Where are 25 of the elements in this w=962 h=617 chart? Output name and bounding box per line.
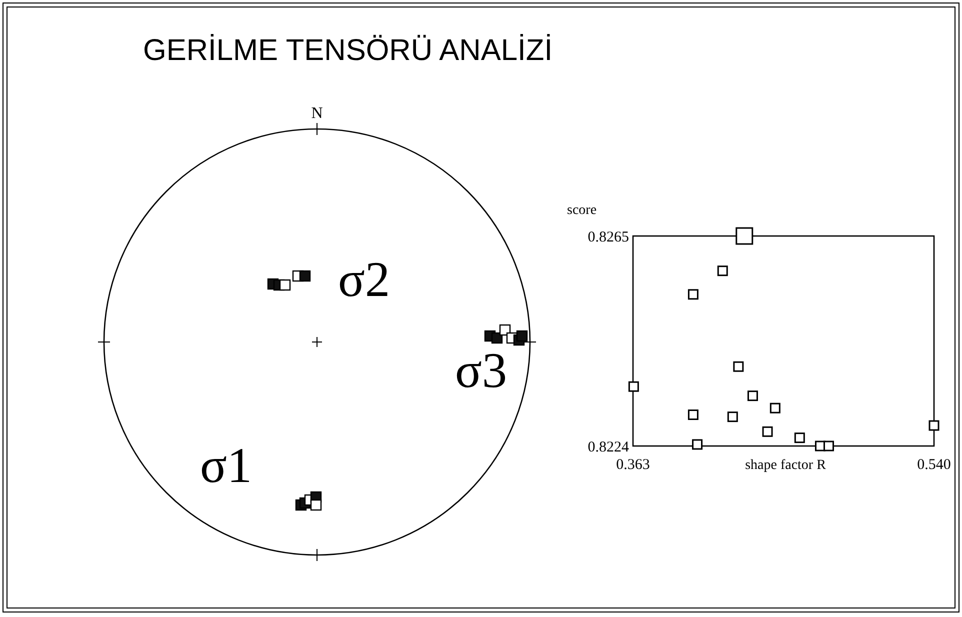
point bbox=[727, 412, 738, 422]
x-tick-label: 0.363 bbox=[616, 457, 650, 473]
point bbox=[928, 420, 940, 431]
point bbox=[747, 390, 758, 402]
x-axis-title: shape factor R bbox=[745, 458, 827, 473]
point bbox=[733, 361, 744, 372]
text: σ3 bbox=[455, 342, 507, 398]
x-tick-label: 0.540 bbox=[917, 457, 951, 473]
text: σ2 bbox=[338, 251, 390, 307]
text: GERİLME TENSÖRÜ ANALİZİ bbox=[143, 33, 553, 67]
y-axis-title: score bbox=[567, 203, 597, 218]
text: σ1 bbox=[200, 437, 252, 493]
y-tick-label: 0.8224 bbox=[588, 439, 630, 456]
y-tick-label: 0.8265 bbox=[588, 229, 629, 246]
point bbox=[717, 266, 728, 276]
text: N bbox=[311, 105, 324, 122]
point bbox=[688, 410, 698, 420]
point bbox=[762, 426, 773, 437]
point bbox=[794, 432, 805, 444]
point bbox=[688, 289, 698, 300]
point bbox=[736, 227, 754, 245]
point bbox=[823, 440, 834, 452]
point bbox=[692, 439, 703, 450]
point bbox=[770, 402, 780, 414]
point bbox=[628, 381, 639, 392]
